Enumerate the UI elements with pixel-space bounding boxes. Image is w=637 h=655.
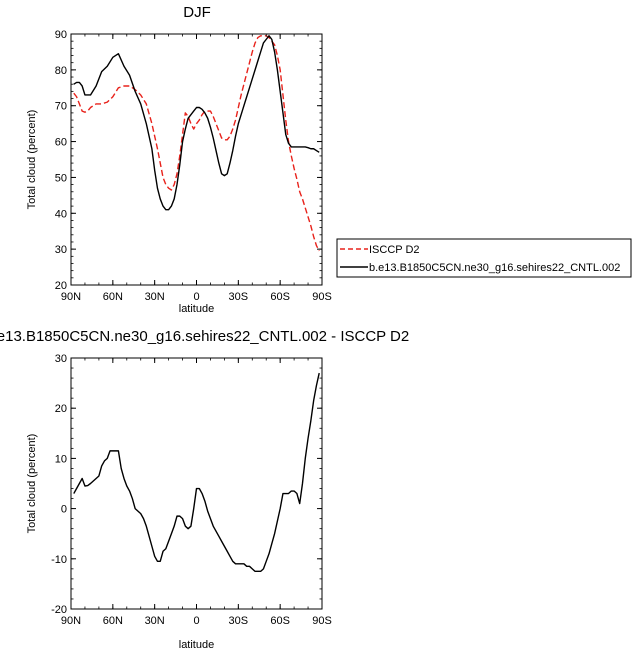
top-y-axis-label: Total cloud (percent): [26, 110, 38, 210]
bottom-xtick-label: 90N: [61, 615, 81, 627]
bottom-x-axis-label: latitude: [179, 639, 214, 651]
top-xtick-label: 90S: [312, 291, 332, 303]
top-ytick-label: 50: [55, 172, 67, 184]
top-series-line-1: [73, 35, 320, 211]
top-xtick-label: 60N: [103, 291, 123, 303]
bottom-xtick-label: 30N: [145, 615, 165, 627]
bottom-ytick-label: -10: [51, 554, 67, 566]
bottom-xtick-label: 60S: [270, 615, 290, 627]
top-xtick-label: 0: [193, 291, 199, 303]
top-ytick-label: 40: [55, 208, 67, 220]
top-ytick-label: 60: [55, 137, 67, 149]
legend-box: [336, 238, 632, 278]
top-xtick-label: 90N: [61, 291, 81, 303]
bottom-xtick-label: 60N: [103, 615, 123, 627]
legend-label-model: b.e13.B1850C5CN.ne30_g16.sehires22_CNTL.…: [369, 262, 620, 274]
bottom-chart-title: e13.B1850C5CN.ne30_g16.sehires22_CNTL.00…: [0, 328, 409, 345]
bottom-ytick-label: -20: [51, 604, 67, 616]
bottom-series-group: [73, 372, 320, 573]
bottom-xtick-label: 90S: [312, 615, 332, 627]
legend: ISCCP D2 b.e13.B1850C5CN.ne30_g16.sehire…: [336, 238, 632, 278]
bottom-ytick-label: 10: [55, 453, 67, 465]
bottom-plot-frame: [70, 357, 323, 610]
top-chart-title: DJF: [183, 4, 211, 21]
top-y-axis: 20 30 40 50 60 70 80 90: [55, 29, 322, 292]
top-x-axis: 90N 60N 30N 0 30S 60S 90S: [61, 34, 332, 303]
top-ytick-label: 70: [55, 101, 67, 113]
top-ytick-label: 90: [55, 29, 67, 41]
top-series-group: [73, 35, 320, 252]
top-plot-frame: [70, 33, 323, 286]
bottom-y-axis-label: Total cloud (percent): [26, 434, 38, 534]
legend-label-isccp: ISCCP D2: [369, 244, 420, 256]
bottom-xtick-label: 0: [193, 615, 199, 627]
top-xtick-label: 30N: [145, 291, 165, 303]
bottom-x-axis: 90N 60N 30N 0 30S 60S 90S: [61, 358, 332, 627]
top-ytick-label: 80: [55, 65, 67, 77]
bottom-series-line-0: [73, 372, 320, 573]
bottom-ytick-label: 30: [55, 353, 67, 365]
bottom-ytick-label: 0: [61, 504, 67, 516]
bottom-chart-panel: e13.B1850C5CN.ne30_g16.sehires22_CNTL.00…: [0, 328, 409, 651]
bottom-ytick-label: 20: [55, 403, 67, 415]
top-xtick-label: 30S: [229, 291, 249, 303]
bottom-y-axis: -20 -10 0 10 20 30: [51, 353, 322, 616]
top-xtick-label: 60S: [270, 291, 290, 303]
top-ytick-label: 20: [55, 280, 67, 292]
top-x-axis-label: latitude: [179, 303, 214, 315]
top-series-line-0: [73, 35, 320, 252]
top-ytick-label: 30: [55, 244, 67, 256]
bottom-xtick-label: 30S: [229, 615, 249, 627]
top-chart-panel: DJF 20 30 40 50 60 70 80 90 90N 60N 30N 0 30S 60S 90S…: [26, 4, 332, 315]
